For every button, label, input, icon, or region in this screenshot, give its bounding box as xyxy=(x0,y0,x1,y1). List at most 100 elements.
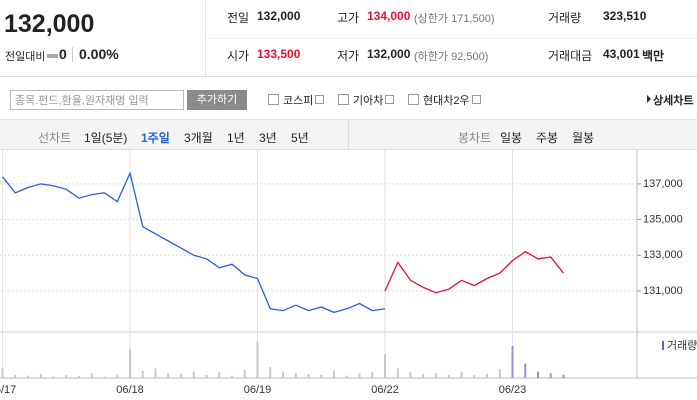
info-value: 133,500 xyxy=(257,47,301,61)
volume-bar xyxy=(320,374,323,378)
period-tab[interactable]: 1주일 xyxy=(141,131,170,145)
volume-bar xyxy=(498,369,501,378)
compare-name: 현대차2우 xyxy=(423,95,470,107)
period-tab[interactable]: 3개월 xyxy=(184,131,213,145)
volume-bar xyxy=(1,368,4,378)
y-tick-label: 133,000 xyxy=(643,249,683,261)
change-label: 전일대비 xyxy=(5,51,46,63)
checkbox[interactable] xyxy=(338,94,349,105)
volume-bar xyxy=(447,374,450,378)
info-label: 저가 xyxy=(337,49,360,63)
divider xyxy=(206,38,697,39)
compare-name: 기아차 xyxy=(353,95,384,107)
volume-bar xyxy=(524,363,527,378)
volume-bar xyxy=(14,374,17,378)
remove-icon[interactable] xyxy=(385,95,394,104)
volume-bar xyxy=(384,354,386,378)
info-label: 고가 xyxy=(337,11,360,25)
info-value: 323,510 xyxy=(603,9,647,23)
arrow-icon xyxy=(647,95,651,103)
period-tab[interactable]: 5년 xyxy=(291,131,309,145)
divider xyxy=(0,76,697,77)
volume-bar xyxy=(192,371,195,378)
divider xyxy=(348,119,349,150)
volume-bar xyxy=(205,374,208,378)
volume-bar xyxy=(27,375,29,378)
volume-bar xyxy=(396,368,399,378)
price-line xyxy=(384,250,565,294)
period-tab[interactable]: 3년 xyxy=(259,131,277,145)
volume-bar xyxy=(167,373,170,378)
info-label: 전일 xyxy=(227,11,250,25)
volume-bar xyxy=(345,375,348,378)
volume-bar xyxy=(52,376,55,378)
volume-bar xyxy=(371,371,374,378)
volume-bar xyxy=(486,374,488,378)
add-button[interactable]: 추가하기 xyxy=(187,90,247,110)
y-tick-label: 135,000 xyxy=(643,213,683,225)
volume-bar xyxy=(78,376,80,378)
volume-bar xyxy=(90,373,93,378)
checkbox[interactable] xyxy=(408,94,419,105)
volume-bar xyxy=(307,374,310,378)
remove-icon[interactable] xyxy=(472,95,481,104)
info-label: 거래대금 xyxy=(548,49,593,63)
volume-bar xyxy=(409,372,412,378)
current-price: 132,000 xyxy=(4,10,95,38)
info-value: 43,001 xyxy=(603,47,640,61)
search-input[interactable]: 종목.펀드,환율,원자재명 입력 xyxy=(10,90,184,110)
x-tick-label: 06/18 xyxy=(116,384,144,396)
period-tab[interactable]: 주봉 xyxy=(536,131,559,145)
checkbox[interactable] xyxy=(268,94,279,105)
divider xyxy=(205,0,206,76)
volume-bar xyxy=(562,374,565,378)
remove-icon[interactable] xyxy=(315,95,324,104)
info-note: (상한가 171,500) xyxy=(414,13,495,25)
period-tab[interactable]: 월봉 xyxy=(572,131,595,145)
legend-label: 거래량 xyxy=(667,339,697,352)
volume-bar xyxy=(65,375,68,378)
info-value: 134,000 xyxy=(367,9,411,23)
volume-bar xyxy=(422,374,425,378)
y-tick-label: 137,000 xyxy=(643,178,683,190)
volume-bar xyxy=(435,373,437,378)
volume-bar xyxy=(39,374,42,378)
volume-bar xyxy=(243,370,246,378)
volume-bar xyxy=(473,375,476,378)
chart-type[interactable]: 선차트 xyxy=(38,131,72,145)
volume-bar xyxy=(460,371,463,378)
info-unit: 백만 xyxy=(642,49,665,63)
volume-bar xyxy=(180,374,182,378)
x-tick-label: 06/22 xyxy=(371,384,399,396)
price-line xyxy=(1,171,386,314)
period-tab[interactable]: 1년 xyxy=(227,131,245,145)
info-value: 132,000 xyxy=(367,47,411,61)
volume-bar xyxy=(294,373,297,378)
x-tick-label: 06/19 xyxy=(244,384,272,396)
y-tick-label: 131,000 xyxy=(643,285,683,297)
compare-name: 코스피 xyxy=(283,95,314,107)
x-tick-label: 06/23 xyxy=(499,384,527,396)
volume-bar xyxy=(256,341,259,378)
volume-bar xyxy=(269,366,272,378)
volume-bar xyxy=(154,368,157,378)
flat-icon xyxy=(47,54,58,58)
chart-type[interactable]: 봉차트 xyxy=(458,131,492,145)
volume-bar xyxy=(218,372,221,378)
volume-bar xyxy=(511,346,514,378)
detail-link[interactable]: 상세차트 xyxy=(653,95,694,107)
info-value: 132,000 xyxy=(257,9,301,23)
divider xyxy=(72,47,73,62)
volume-bar xyxy=(129,349,131,378)
volume-bar xyxy=(358,373,361,378)
x-tick-label: 06/17 xyxy=(0,384,16,396)
chart: 131,000 133,000 135,000 137,000 06/17 06/18 06… xyxy=(0,150,697,396)
period-tab[interactable]: 1일(5분) xyxy=(84,131,128,145)
change-rate: 0.00% xyxy=(79,46,119,62)
volume-bar xyxy=(103,376,106,378)
volume-bar xyxy=(116,374,119,378)
change: 0 xyxy=(59,46,67,62)
info-label: 거래량 xyxy=(548,11,582,25)
period-tab[interactable]: 일봉 xyxy=(500,131,523,145)
